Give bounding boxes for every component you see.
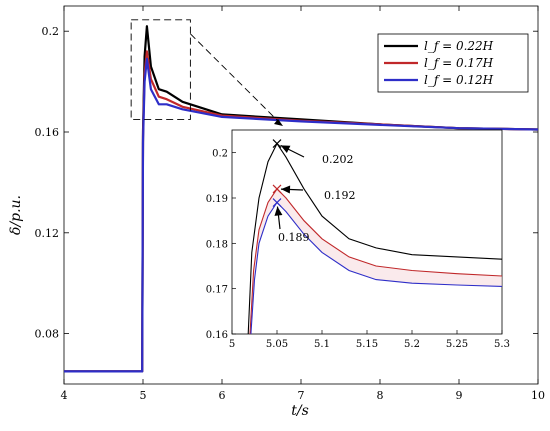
zoom-connector-arrowhead xyxy=(274,119,283,126)
inset-x-tick-label: 5.2 xyxy=(404,339,420,350)
inset-y-tick-label: 0.2 xyxy=(212,149,228,160)
inset-x-tick-label: 5.05 xyxy=(266,339,288,350)
y-tick-label: 0.2 xyxy=(42,25,60,38)
inset-y-tick-label: 0.19 xyxy=(206,194,228,205)
legend-entry: l_f = 0.12H xyxy=(424,73,494,87)
y-tick-label: 0.12 xyxy=(35,227,60,240)
zoom-region-box xyxy=(130,19,191,120)
x-tick-label: 10 xyxy=(531,389,545,402)
inset-y-tick-label: 0.16 xyxy=(206,330,228,341)
inset-x-tick-label: 5 xyxy=(229,339,235,350)
peak-marker xyxy=(272,184,282,194)
main-series-line-3 xyxy=(64,57,539,373)
inset-series-line-1 xyxy=(247,142,503,335)
x-axis-label: t/s xyxy=(291,403,309,419)
inset-x-tick-label: 5.25 xyxy=(446,339,468,350)
inset-x-tick-label: 5.15 xyxy=(356,339,378,350)
y-tick-label: 0.08 xyxy=(35,328,60,341)
inset-series-line-2 xyxy=(249,188,503,335)
inset-y-tick-label: 0.18 xyxy=(206,239,228,250)
legend-entry: l_f = 0.22H xyxy=(424,39,494,53)
legend-entry: l_f = 0.17H xyxy=(424,56,494,70)
x-tick-label: 9 xyxy=(456,389,463,402)
x-tick-label: 6 xyxy=(219,389,226,402)
annotation-arrowhead xyxy=(280,185,291,194)
annotation-arrowhead xyxy=(274,206,283,216)
inset-plot-frame xyxy=(231,129,503,335)
inset-band-shading xyxy=(250,188,502,334)
x-tick-label: 5 xyxy=(140,389,147,402)
y-axis-label: δ/p.u. xyxy=(8,195,24,235)
annotation-arrowhead xyxy=(280,145,291,153)
peak-marker xyxy=(272,139,282,149)
annotation-label: 0.189 xyxy=(278,231,310,244)
y-tick-label: 0.16 xyxy=(35,126,60,139)
x-tick-label: 7 xyxy=(298,389,305,402)
inset-x-tick-label: 5.1 xyxy=(314,339,330,350)
annotation-label: 0.192 xyxy=(324,189,356,202)
annotation-label: 0.202 xyxy=(322,153,354,166)
x-tick-label: 8 xyxy=(377,389,384,402)
x-tick-label: 4 xyxy=(61,389,68,402)
inset-series-line-3 xyxy=(250,201,503,335)
inset-x-tick-label: 5.3 xyxy=(494,339,510,350)
inset-y-tick-label: 0.17 xyxy=(206,285,228,296)
peak-marker xyxy=(272,198,282,207)
